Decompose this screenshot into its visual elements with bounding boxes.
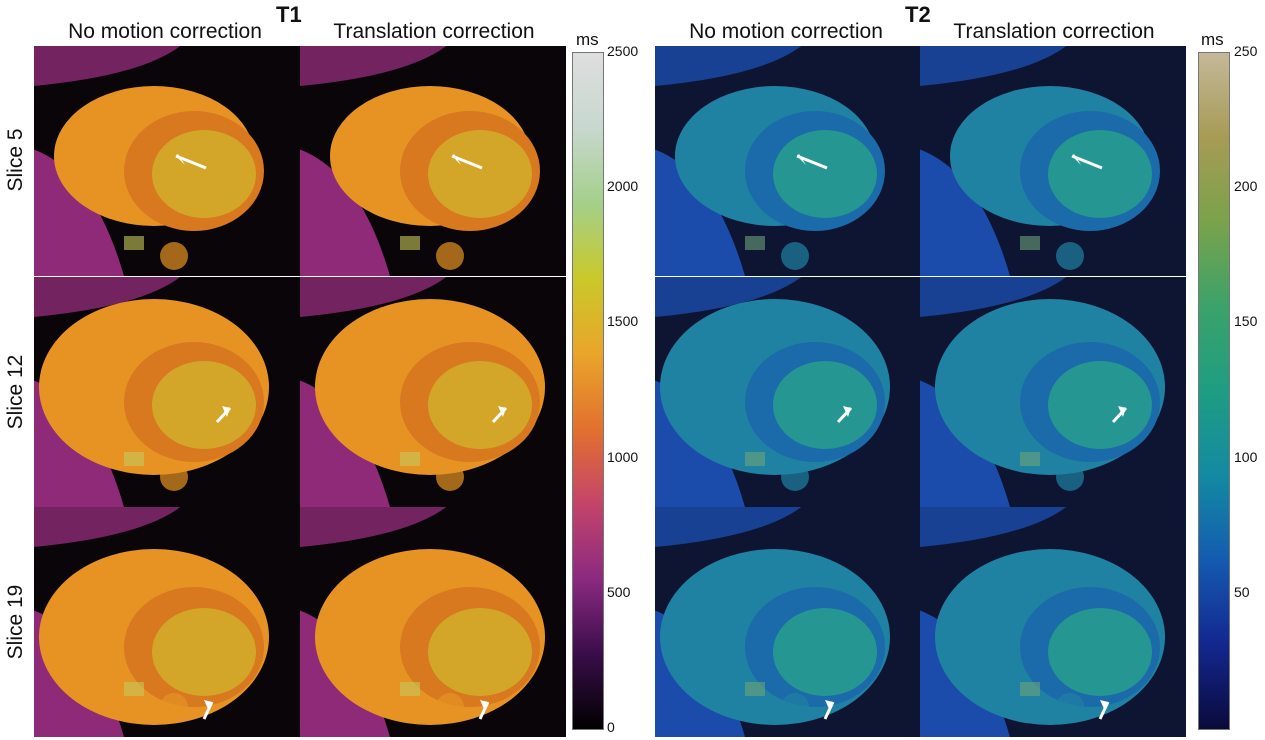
t1-title: T1 xyxy=(276,2,302,27)
image-t2-row3-col1 xyxy=(655,507,921,737)
t2-colorbar-tick-label: 50 xyxy=(1234,583,1250,600)
image-t1-row2-col2 xyxy=(300,277,566,507)
t1-column-header-translation: Translation correction xyxy=(333,20,535,43)
image-t1-row1-col1 xyxy=(34,46,300,276)
image-t1-row2-col1 xyxy=(34,277,300,507)
t2-colorbar-tick-label: 250 xyxy=(1234,43,1258,59)
t2-colorbar-tick-label: 150 xyxy=(1234,313,1258,330)
t1-colorbar-tick-label: 1500 xyxy=(607,313,639,330)
image-t1-row3-col1 xyxy=(34,507,300,737)
t1-colorbar-tick-label: 2000 xyxy=(607,178,639,195)
t1-colorbar-tick-label: 500 xyxy=(607,583,631,600)
t2-title: T2 xyxy=(905,2,931,27)
image-t2-row2-col1 xyxy=(655,277,921,507)
t2-column-header-no-correction: No motion correction xyxy=(689,20,883,43)
t1-colorbar-tick-label: 2500 xyxy=(607,43,639,59)
t1-colorbar xyxy=(572,52,604,730)
image-t2-row2-col2 xyxy=(920,277,1186,507)
image-t1-row1-col2 xyxy=(300,46,566,276)
image-t2-row3-col2 xyxy=(920,507,1186,737)
image-t2-row1-col2 xyxy=(920,46,1186,276)
t1-colorbar-tick-label: 1000 xyxy=(607,448,639,465)
t2-colorbar-tick-label: 100 xyxy=(1234,448,1258,465)
t1-colorbar-unit: ms xyxy=(576,30,599,49)
t1-colorbar-tick-label: 0 xyxy=(607,719,615,735)
row-label-slice-19: Slice 19 xyxy=(4,584,27,660)
image-t1-row3-col2 xyxy=(300,507,566,737)
t2-colorbar-unit: ms xyxy=(1201,30,1224,49)
image-t2-row1-col1 xyxy=(655,46,921,276)
row-label-slice-5: Slice 5 xyxy=(4,128,27,192)
t2-column-header-translation: Translation correction xyxy=(953,20,1155,43)
t1-column-header-no-correction: No motion correction xyxy=(68,20,262,43)
row-label-slice-12: Slice 12 xyxy=(4,354,27,430)
t2-colorbar-tick-label: 200 xyxy=(1234,178,1258,195)
t2-colorbar xyxy=(1198,52,1230,730)
